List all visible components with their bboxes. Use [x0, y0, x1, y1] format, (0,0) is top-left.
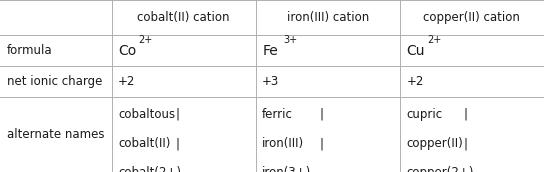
Text: Fe: Fe	[262, 44, 278, 58]
Text: Co: Co	[118, 44, 137, 58]
Text: +2: +2	[118, 75, 135, 88]
Text: +3: +3	[262, 75, 280, 88]
Text: cobaltous: cobaltous	[118, 108, 175, 121]
Text: copper(II): copper(II)	[406, 137, 463, 150]
Text: 2+: 2+	[427, 35, 441, 45]
Text: iron(III) cation: iron(III) cation	[287, 11, 369, 24]
Text: |: |	[319, 137, 323, 150]
Text: cobalt(2+): cobalt(2+)	[118, 166, 181, 172]
Text: 3+: 3+	[283, 35, 297, 45]
Text: |: |	[463, 137, 467, 150]
Text: copper(2+): copper(2+)	[406, 166, 474, 172]
Text: formula: formula	[7, 44, 52, 57]
Text: iron(3+): iron(3+)	[262, 166, 312, 172]
Text: ferric: ferric	[262, 108, 293, 121]
Text: alternate names: alternate names	[7, 128, 104, 141]
Text: Cu: Cu	[406, 44, 425, 58]
Text: cupric: cupric	[406, 108, 442, 121]
Text: cobalt(II) cation: cobalt(II) cation	[137, 11, 230, 24]
Text: cobalt(II): cobalt(II)	[118, 137, 170, 150]
Text: |: |	[319, 108, 323, 121]
Text: |: |	[463, 108, 467, 121]
Text: iron(III): iron(III)	[262, 137, 304, 150]
Text: |: |	[175, 108, 179, 121]
Text: 2+: 2+	[139, 35, 153, 45]
Text: net ionic charge: net ionic charge	[7, 75, 102, 88]
Text: copper(II) cation: copper(II) cation	[423, 11, 521, 24]
Text: +2: +2	[406, 75, 424, 88]
Text: |: |	[175, 137, 179, 150]
